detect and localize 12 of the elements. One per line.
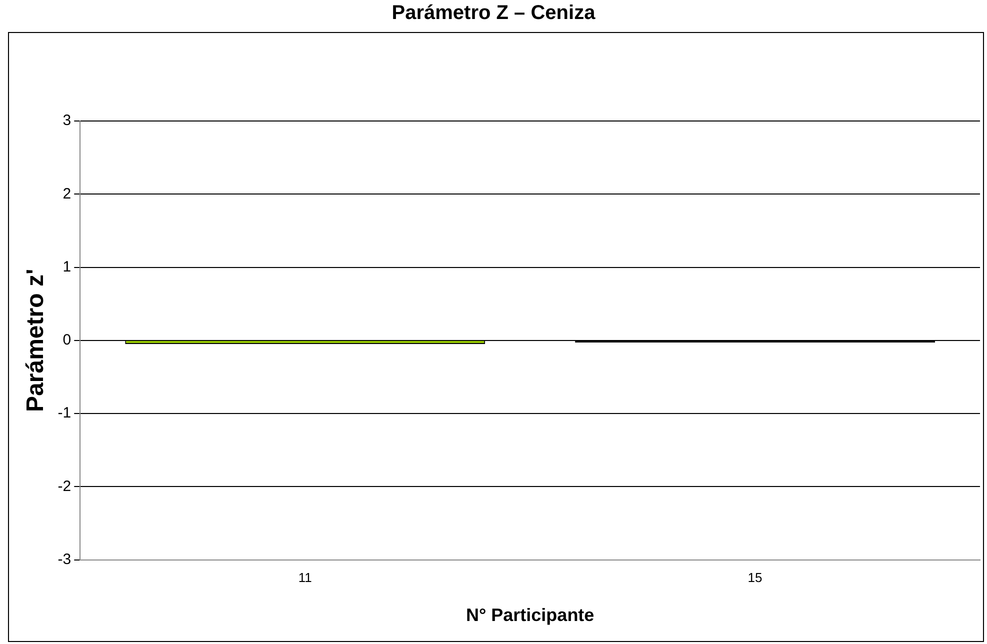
y-tick-label: -1 bbox=[58, 404, 72, 422]
x-tick-label: 11 bbox=[298, 570, 312, 586]
y-tick-label: 3 bbox=[62, 112, 72, 130]
y-axis-title: Parámetro z' bbox=[22, 268, 50, 412]
chart-title: Parámetro Z – Ceniza bbox=[390, 2, 596, 25]
y-tick-label: -2 bbox=[58, 478, 72, 495]
y-tick-label: 0 bbox=[62, 332, 72, 349]
x-tick-label: 15 bbox=[748, 570, 762, 586]
x-axis-title: N° Participante bbox=[466, 605, 594, 626]
y-tick-label: -3 bbox=[58, 550, 72, 568]
y-tick-label: 2 bbox=[62, 185, 72, 202]
y-tick-label: 1 bbox=[62, 258, 72, 276]
